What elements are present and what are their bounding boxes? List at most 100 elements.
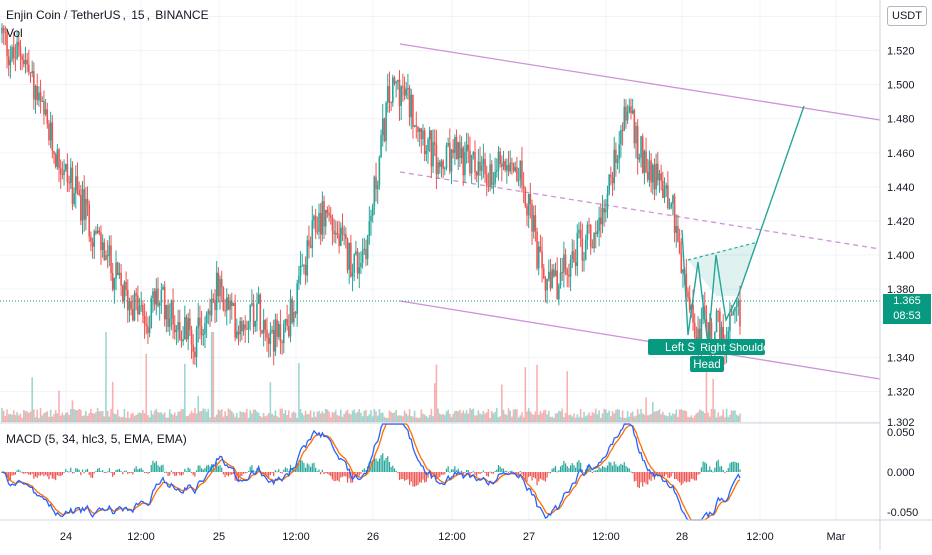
candle-body [319,213,322,235]
volume-bar [152,414,154,422]
volume-bar [28,412,30,422]
macd-histogram-bar [677,472,679,481]
macd-histogram-bar [717,459,719,472]
volume-bar [420,409,423,422]
volume-bar [257,412,260,422]
macd-histogram-bar [375,458,377,472]
macd-histogram-bar [372,460,374,472]
candle-body [361,250,364,263]
macd-histogram-bar [29,472,32,475]
candle-body [702,306,704,320]
volume-bar [737,415,740,422]
volume-bar [366,416,369,422]
candle-body [386,86,389,104]
macd-histogram-bar [635,472,637,481]
candle-body [6,33,8,57]
candle-body [135,293,137,296]
macd-histogram-bar [630,471,632,473]
candle-body [58,149,60,169]
candle-body [205,313,208,323]
volume-label[interactable]: Vol [6,26,23,40]
macd-histogram-bar [638,472,640,489]
candle-body [105,255,107,261]
macd-histogram-bar [387,456,389,472]
volume-bar [603,408,605,422]
candle-body [435,145,438,175]
macd-histogram-bar [497,465,500,472]
candle-body [110,245,112,274]
macd-histogram-bar [159,466,161,472]
macd-histogram-bar [127,472,129,475]
macd-histogram-bar [507,472,510,473]
interval[interactable]: 15 [131,8,145,22]
macd-histogram-bar [11,472,13,476]
macd-histogram-bar [544,472,547,482]
symbol-name[interactable]: Enjin Coin / TetherUS [6,8,121,22]
macd-histogram-bar [65,469,67,472]
macd-histogram-bar [70,467,72,472]
volume-bar [730,410,733,422]
candle-body [717,311,719,313]
candle-body [593,232,595,249]
macd-histogram-bar [504,470,506,472]
macd-histogram-bar [514,472,516,473]
macd-histogram-bar [63,472,65,473]
macd-histogram-bar [680,472,682,486]
macd-histogram-bar [341,472,344,477]
macd-histogram-bar [692,472,694,480]
candle-body [284,319,287,324]
volume-bar [724,417,726,422]
macd-histogram-bar [189,468,191,472]
volume-bar [563,416,565,422]
volume-bar [71,400,74,422]
head-label-text: Head [693,359,721,371]
macd-histogram-bar [23,472,25,474]
volume-bar [135,414,137,422]
macd-histogram-bar [325,472,327,473]
volume-bar [234,416,236,422]
volume-bar [120,417,122,422]
candle-body [383,118,386,142]
currency-badge[interactable]: USDT [887,6,927,26]
volume-bar [115,414,117,422]
volume-bar [296,417,298,422]
candle-body [603,208,605,213]
macd-histogram-bar [273,472,275,477]
volume-bar [616,409,619,422]
volume-bar [334,410,337,422]
candle-body [254,321,257,327]
macd-histogram-bar [543,472,545,481]
macd-histogram-bar [145,472,147,473]
volume-bar [658,409,661,422]
volume-bar [578,416,580,422]
candle-body [395,81,397,84]
macd-histogram-bar [739,469,741,472]
volume-bar [251,413,253,422]
candle-body [596,231,599,235]
macd-histogram-bar [511,470,513,472]
macd-histogram-bar [68,471,70,473]
volume-bar [76,410,79,422]
candle-body [398,79,401,106]
volume-bar [707,412,709,422]
candle-body [529,193,532,204]
macd-label[interactable]: MACD (5, 34, hlc3, 5, EMA, EMA) [6,432,187,446]
candle-body [390,102,392,104]
volume-bar [91,413,94,422]
volume-bar [168,409,171,422]
candle-body [4,31,7,34]
candle-body [477,161,480,176]
volume-bar [615,410,617,422]
candle-body [68,182,70,184]
macd-histogram-bar [187,467,189,472]
macd-histogram-bar [424,472,426,483]
macd-histogram-bar [48,472,50,480]
macd-histogram-bar [328,472,330,475]
candle-body [638,157,641,160]
candle-body [236,331,238,338]
volume-bar [197,395,200,422]
candle-body [531,203,533,232]
candle-body [402,86,404,88]
candle-body [217,272,220,297]
